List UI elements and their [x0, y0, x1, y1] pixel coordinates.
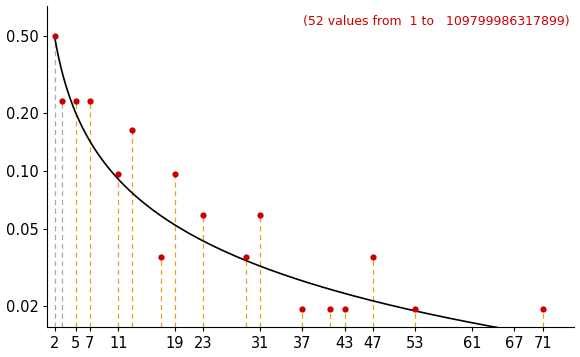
Text: (52 values from  1 to   109799986317899): (52 values from 1 to 109799986317899): [303, 15, 569, 28]
